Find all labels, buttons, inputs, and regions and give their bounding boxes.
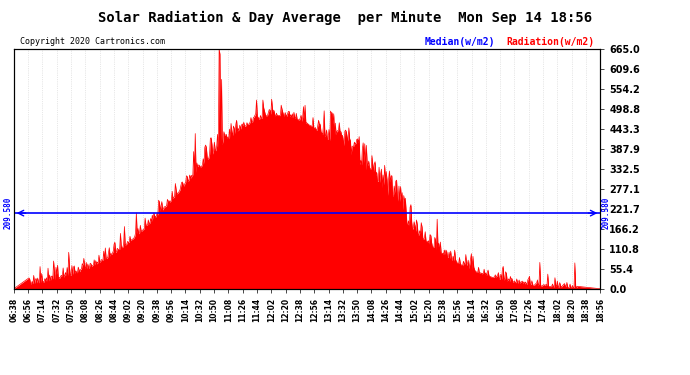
Text: Median(w/m2): Median(w/m2)	[424, 37, 495, 47]
Text: 209.580: 209.580	[3, 197, 12, 229]
Text: Solar Radiation & Day Average  per Minute  Mon Sep 14 18:56: Solar Radiation & Day Average per Minute…	[98, 11, 592, 26]
Text: Copyright 2020 Cartronics.com: Copyright 2020 Cartronics.com	[19, 37, 165, 46]
Text: Radiation(w/m2): Radiation(w/m2)	[506, 37, 595, 47]
Text: 209.580: 209.580	[602, 197, 611, 229]
